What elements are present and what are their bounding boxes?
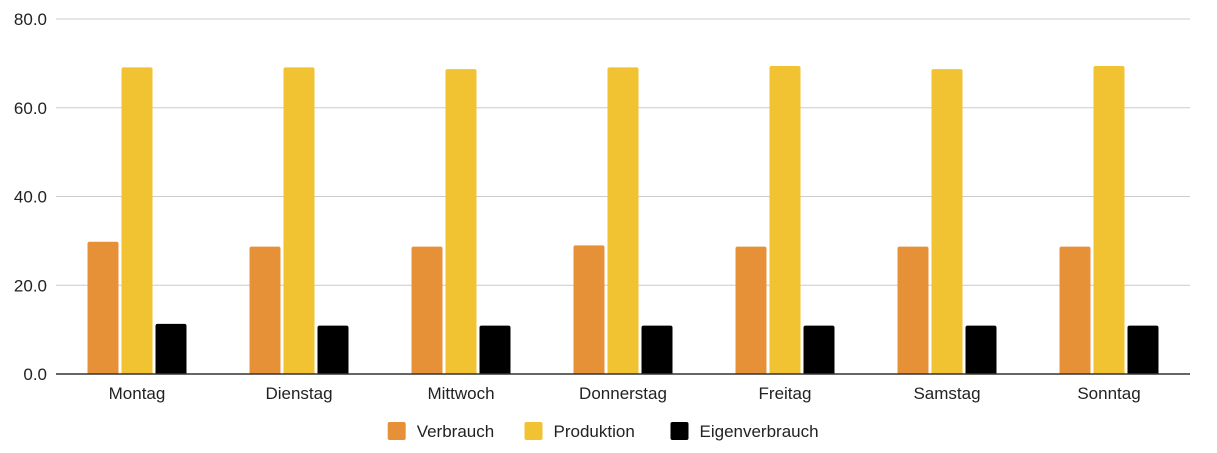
legend-label: Verbrauch [417, 422, 495, 441]
x-tick-label: Samstag [913, 384, 980, 403]
x-tick-label: Sonntag [1077, 384, 1140, 403]
legend-swatch [387, 422, 406, 440]
bar-produktion-sonntag [1093, 66, 1125, 374]
bar-eigenverbrauch-donnerstag [641, 325, 673, 374]
legend-item-eigenverbrauch: Eigenverbrauch [670, 422, 819, 441]
x-tick-label: Mittwoch [427, 384, 494, 403]
bar-verbrauch-samstag [897, 246, 929, 374]
bar-eigenverbrauch-freitag [803, 325, 835, 374]
x-axis-tick-labels: Montag Dienstag Mittwoch Donnerstag Freitag S… [109, 384, 1141, 403]
y-tick-label: 80.0 [14, 10, 47, 29]
bar-produktion-dienstag [283, 67, 315, 375]
legend-item-produktion: Produktion [524, 422, 635, 441]
bar-produktion-donnerstag [607, 67, 639, 375]
bars [87, 66, 1159, 375]
y-tick-label: 0.0 [23, 365, 47, 384]
y-axis-tick-labels: 0.0 20.0 40.0 60.0 80.0 [14, 10, 47, 384]
bar-verbrauch-mittwoch [411, 246, 443, 374]
x-tick-label: Donnerstag [579, 384, 667, 403]
bar-produktion-freitag [769, 66, 801, 374]
bar-eigenverbrauch-dienstag [317, 325, 349, 374]
bar-produktion-samstag [931, 69, 963, 375]
legend: Verbrauch Produktion Eigenverbrauch [387, 422, 819, 441]
bar-eigenverbrauch-sonntag [1127, 325, 1159, 374]
y-tick-label: 20.0 [14, 276, 47, 295]
x-tick-label: Montag [109, 384, 166, 403]
bar-verbrauch-dienstag [249, 246, 281, 374]
bar-produktion-montag [121, 67, 153, 375]
bar-verbrauch-sonntag [1059, 246, 1091, 374]
bar-verbrauch-montag [87, 241, 119, 374]
legend-swatch [524, 422, 543, 440]
bar-produktion-mittwoch [445, 69, 477, 375]
legend-swatch [670, 422, 689, 440]
bar-eigenverbrauch-montag [155, 323, 187, 374]
legend-label: Produktion [554, 422, 635, 441]
y-tick-label: 60.0 [14, 99, 47, 118]
bar-eigenverbrauch-samstag [965, 325, 997, 374]
legend-label: Eigenverbrauch [700, 422, 819, 441]
bar-verbrauch-donnerstag [573, 245, 605, 374]
bar-verbrauch-freitag [735, 246, 767, 374]
y-tick-label: 40.0 [14, 188, 47, 207]
legend-item-verbrauch: Verbrauch [387, 422, 495, 441]
bar-eigenverbrauch-mittwoch [479, 325, 511, 374]
x-tick-label: Dienstag [265, 384, 332, 403]
x-tick-label: Freitag [759, 384, 812, 403]
